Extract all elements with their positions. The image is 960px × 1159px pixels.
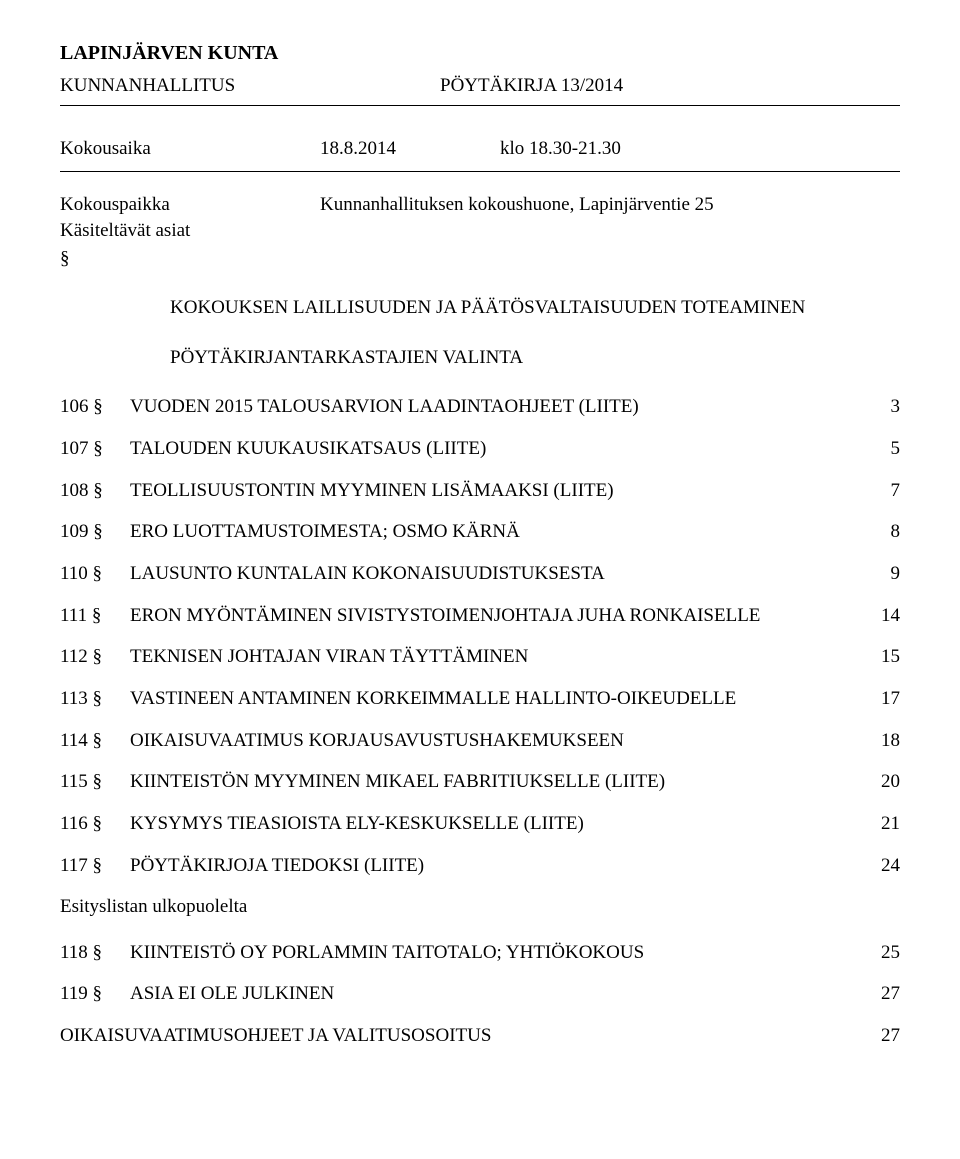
- toc-item-number: 108 §: [60, 478, 130, 504]
- toc-item-title: KIINTEISTÖN MYYMINEN MIKAEL FABRITIUKSEL…: [130, 769, 870, 795]
- divider-top: [60, 105, 900, 106]
- meeting-date: 18.8.2014: [320, 136, 500, 162]
- meeting-time-label: Kokousaika: [60, 136, 320, 162]
- final-title: OIKAISUVAATIMUSOHJEET JA VALITUSOSOITUS: [60, 1023, 870, 1049]
- toc-item-title: TEKNISEN JOHTAJAN VIRAN TÄYTTÄMINEN: [130, 644, 870, 670]
- toc-item-title: LAUSUNTO KUNTALAIN KOKONAISUUDISTUKSESTA: [130, 561, 870, 587]
- toc-item-title: VASTINEEN ANTAMINEN KORKEIMMALLE HALLINT…: [130, 686, 870, 712]
- toc-item-number: 115 §: [60, 769, 130, 795]
- toc-row: 111 §ERON MYÖNTÄMINEN SIVISTYSTOIMENJOHT…: [60, 603, 900, 629]
- toc-item-number: 113 §: [60, 686, 130, 712]
- toc-row: 108 §TEOLLISUUSTONTIN MYYMINEN LISÄMAAKS…: [60, 478, 900, 504]
- toc-item-title: TALOUDEN KUUKAUSIKATSAUS (LIITE): [130, 436, 870, 462]
- toc-item-number: 109 §: [60, 519, 130, 545]
- toc-row: 110 §LAUSUNTO KUNTALAIN KOKONAISUUDISTUK…: [60, 561, 900, 587]
- venue-value: Kunnanhallituksen kokoushuone, Lapinjärv…: [320, 192, 714, 218]
- table-of-contents-extra: 118 §KIINTEISTÖ OY PORLAMMIN TAITOTALO; …: [60, 940, 900, 1007]
- venue-label: Kokouspaikka: [60, 192, 320, 218]
- toc-item-page: 8: [870, 519, 900, 545]
- meeting-time-row: Kokousaika 18.8.2014 klo 18.30-21.30: [60, 136, 900, 162]
- toc-item-title: KIINTEISTÖ OY PORLAMMIN TAITOTALO; YHTIÖ…: [130, 940, 870, 966]
- toc-item-page: 14: [870, 603, 900, 629]
- toc-item-page: 15: [870, 644, 900, 670]
- toc-item-page: 9: [870, 561, 900, 587]
- body-name: KUNNANHALLITUS: [60, 73, 440, 99]
- toc-item-number: 107 §: [60, 436, 130, 462]
- table-of-contents: 106 §VUODEN 2015 TALOUSARVION LAADINTAOH…: [60, 394, 900, 878]
- recorders-heading: PÖYTÄKIRJANTARKASTAJIEN VALINTA: [170, 345, 900, 371]
- toc-item-page: 5: [870, 436, 900, 462]
- toc-row: 118 §KIINTEISTÖ OY PORLAMMIN TAITOTALO; …: [60, 940, 900, 966]
- outside-agenda-heading: Esityslistan ulkopuolelta: [60, 894, 900, 920]
- toc-row: 117 §PÖYTÄKIRJOJA TIEDOKSI (LIITE)24: [60, 853, 900, 879]
- toc-row: 106 §VUODEN 2015 TALOUSARVION LAADINTAOH…: [60, 394, 900, 420]
- toc-item-number: 111 §: [60, 603, 130, 629]
- toc-item-page: 21: [870, 811, 900, 837]
- toc-row: 109 §ERO LUOTTAMUSTOIMESTA; OSMO KÄRNÄ8: [60, 519, 900, 545]
- toc-item-page: 20: [870, 769, 900, 795]
- toc-item-number: 116 §: [60, 811, 130, 837]
- agenda-label: Käsiteltävät asiat: [60, 218, 900, 244]
- toc-item-title: KYSYMYS TIEASIOISTA ELY-KESKUKSELLE (LII…: [130, 811, 870, 837]
- toc-item-page: 7: [870, 478, 900, 504]
- toc-row: 107 §TALOUDEN KUUKAUSIKATSAUS (LIITE)5: [60, 436, 900, 462]
- toc-row: 113 §VASTINEEN ANTAMINEN KORKEIMMALLE HA…: [60, 686, 900, 712]
- toc-item-page: 3: [870, 394, 900, 420]
- toc-row: 115 §KIINTEISTÖN MYYMINEN MIKAEL FABRITI…: [60, 769, 900, 795]
- toc-item-page: 27: [870, 981, 900, 1007]
- legality-heading: KOKOUKSEN LAILLISUUDEN JA PÄÄTÖSVALTAISU…: [170, 295, 900, 321]
- toc-row: 116 §KYSYMYS TIEASIOISTA ELY-KESKUKSELLE…: [60, 811, 900, 837]
- toc-item-page: 25: [870, 940, 900, 966]
- toc-row: 112 §TEKNISEN JOHTAJAN VIRAN TÄYTTÄMINEN…: [60, 644, 900, 670]
- toc-item-number: 106 §: [60, 394, 130, 420]
- toc-item-number: 112 §: [60, 644, 130, 670]
- toc-item-page: 18: [870, 728, 900, 754]
- divider-mid: [60, 171, 900, 172]
- toc-row: 119 §ASIA EI OLE JULKINEN27: [60, 981, 900, 1007]
- toc-row: 114 §OIKAISUVAATIMUS KORJAUSAVUSTUSHAKEM…: [60, 728, 900, 754]
- toc-item-page: 17: [870, 686, 900, 712]
- toc-item-title: ERO LUOTTAMUSTOIMESTA; OSMO KÄRNÄ: [130, 519, 870, 545]
- toc-item-number: 119 §: [60, 981, 130, 1007]
- toc-item-title: ASIA EI OLE JULKINEN: [130, 981, 870, 1007]
- final-row: OIKAISUVAATIMUSOHJEET JA VALITUSOSOITUS …: [60, 1023, 900, 1049]
- header-row: KUNNANHALLITUS PÖYTÄKIRJA 13/2014: [60, 73, 900, 99]
- toc-item-page: 24: [870, 853, 900, 879]
- toc-item-number: 110 §: [60, 561, 130, 587]
- venue-row: Kokouspaikka Kunnanhallituksen kokoushuo…: [60, 192, 900, 218]
- toc-item-number: 114 §: [60, 728, 130, 754]
- meeting-time: klo 18.30-21.30: [500, 136, 621, 162]
- toc-item-title: OIKAISUVAATIMUS KORJAUSAVUSTUSHAKEMUKSEE…: [130, 728, 870, 754]
- toc-item-title: PÖYTÄKIRJOJA TIEDOKSI (LIITE): [130, 853, 870, 879]
- toc-item-number: 118 §: [60, 940, 130, 966]
- final-page: 27: [870, 1023, 900, 1049]
- document-label: PÖYTÄKIRJA 13/2014: [440, 73, 623, 99]
- toc-item-title: VUODEN 2015 TALOUSARVION LAADINTAOHJEET …: [130, 394, 870, 420]
- toc-item-number: 117 §: [60, 853, 130, 879]
- toc-item-title: ERON MYÖNTÄMINEN SIVISTYSTOIMENJOHTAJA J…: [130, 603, 870, 629]
- toc-item-title: TEOLLISUUSTONTIN MYYMINEN LISÄMAAKSI (LI…: [130, 478, 870, 504]
- organization-name: LAPINJÄRVEN KUNTA: [60, 40, 900, 67]
- section-marker: §: [60, 246, 900, 272]
